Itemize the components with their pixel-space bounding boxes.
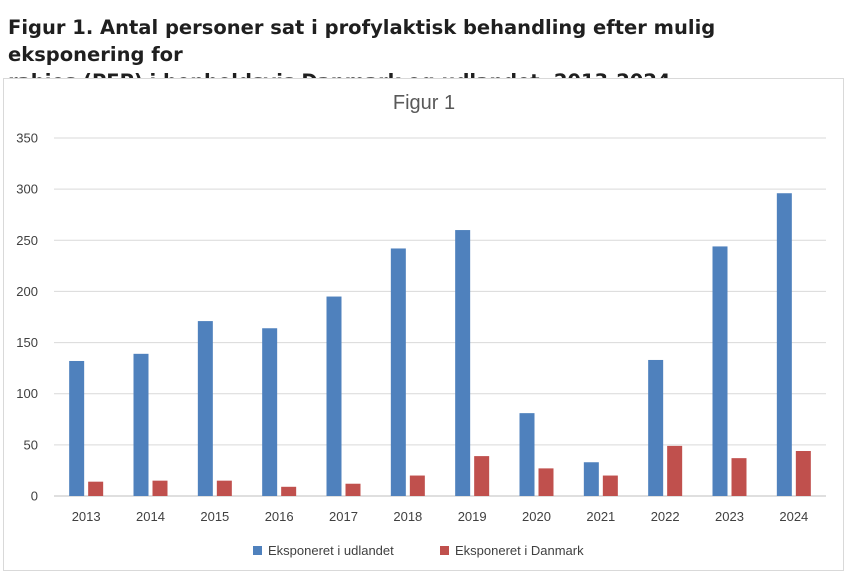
bar-udlandet-2018: [390, 248, 406, 496]
bars: [69, 193, 811, 497]
x-tick-label-2023: 2023: [715, 509, 744, 524]
bar-danmark-2019: [474, 456, 490, 496]
legend-swatch-udlandet: [253, 546, 262, 555]
bar-udlandet-2022: [648, 359, 664, 496]
y-tick-label-100: 100: [16, 386, 38, 401]
y-tick-label-0: 0: [31, 489, 38, 504]
bar-udlandet-2016: [262, 328, 278, 496]
bar-udlandet-2024: [776, 193, 792, 496]
y-axis-ticks: 0 50 100 150 200 250 300 350: [16, 131, 38, 504]
x-tick-label-2021: 2021: [586, 509, 615, 524]
bar-udlandet-2013: [69, 360, 85, 496]
x-tick-label-2019: 2019: [458, 509, 487, 524]
bar-udlandet-2021: [583, 462, 599, 496]
y-tick-label-250: 250: [16, 233, 38, 248]
gridlines: [54, 137, 826, 497]
x-tick-label-2015: 2015: [200, 509, 229, 524]
bar-danmark-2017: [345, 483, 361, 496]
y-tick-label-300: 300: [16, 182, 38, 197]
x-tick-label-2017: 2017: [329, 509, 358, 524]
bar-udlandet-2020: [519, 413, 535, 496]
x-axis-ticks: 2013 2014 2015 2016 2017 2018 2019 2020 2021 2022…: [72, 509, 809, 524]
y-tick-label-350: 350: [16, 131, 38, 146]
bar-udlandet-2017: [326, 296, 342, 496]
x-tick-label-2014: 2014: [136, 509, 165, 524]
bar-udlandet-2019: [455, 230, 471, 497]
figure-heading-line-1: Figur 1. Antal personer sat i profylakti…: [8, 16, 716, 66]
chart-title: Figur 1: [393, 92, 455, 114]
x-tick-label-2024: 2024: [779, 509, 808, 524]
legend-label-udlandet: Eksponeret i udlandet: [268, 543, 394, 558]
x-tick-label-2016: 2016: [265, 509, 294, 524]
bar-danmark-2016: [281, 486, 297, 496]
bar-danmark-2018: [409, 475, 425, 496]
x-tick-label-2018: 2018: [393, 509, 422, 524]
bar-danmark-2023: [731, 458, 747, 496]
bar-udlandet-2015: [197, 321, 213, 496]
x-tick-label-2020: 2020: [522, 509, 551, 524]
y-tick-label-200: 200: [16, 284, 38, 299]
x-tick-label-2013: 2013: [72, 509, 101, 524]
y-tick-label-150: 150: [16, 335, 38, 350]
bar-danmark-2014: [152, 480, 168, 496]
bar-danmark-2015: [216, 480, 232, 496]
legend-label-danmark: Eksponeret i Danmark: [455, 543, 584, 558]
y-tick-label-50: 50: [24, 437, 38, 452]
bar-danmark-2022: [667, 445, 683, 496]
bar-udlandet-2014: [133, 353, 149, 496]
bar-danmark-2024: [795, 450, 811, 496]
bar-udlandet-2023: [712, 246, 728, 496]
bar-danmark-2013: [88, 481, 104, 496]
bar-danmark-2020: [538, 468, 554, 496]
bar-danmark-2021: [602, 475, 618, 496]
x-tick-label-2022: 2022: [651, 509, 680, 524]
legend: Eksponeret i udlandet Eksponeret i Danmar…: [253, 543, 584, 558]
legend-swatch-danmark: [440, 546, 449, 555]
